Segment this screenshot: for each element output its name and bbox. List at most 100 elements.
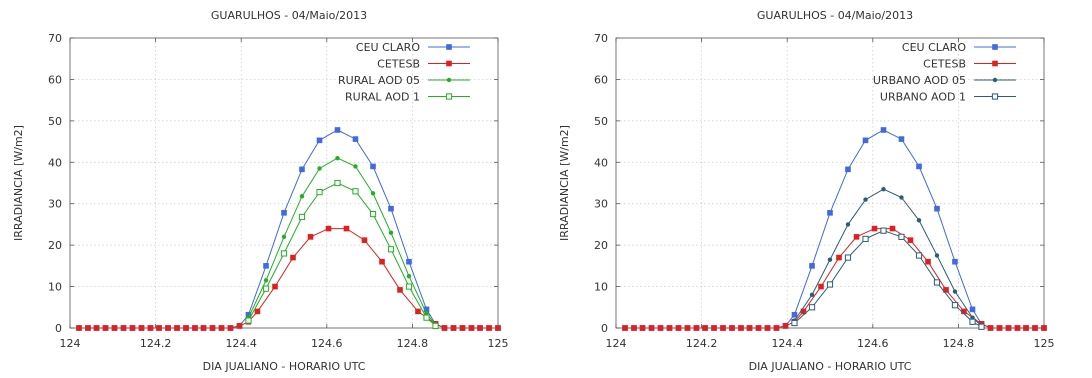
data-point [809,292,815,298]
data-point [844,254,852,261]
data-point [299,194,305,199]
data-point [441,325,448,331]
data-point [845,166,851,173]
data-point [978,323,985,330]
x-tick-label: 125 [488,337,509,350]
y-tick-label: 10 [48,281,62,294]
y-tick-label: 60 [48,73,62,86]
series-1 [76,225,501,331]
data-point [317,166,322,171]
data-point [738,325,744,331]
data-point [334,179,341,187]
chart-title: GUARULHOS - 04/Maio/2013 [211,9,367,22]
data-point [987,325,994,331]
x-tick-label: 124.6 [857,337,889,350]
data-point [764,325,771,331]
plot-frame [615,37,1045,329]
y-tick-label: 30 [48,198,62,211]
data-point [245,311,252,318]
data-point [369,210,377,218]
data-point [298,213,306,221]
x-tick-label: 124.8 [943,337,975,350]
data-point [881,187,886,192]
y-tick-label: 0 [55,322,62,335]
y-tick-label: 30 [594,198,608,211]
data-point [755,325,762,331]
data-point [245,317,252,324]
data-point [432,322,439,330]
data-point [1005,325,1012,331]
y-tick-label: 50 [48,115,62,128]
data-point [809,263,815,269]
data-point [916,163,922,170]
y-tick-label: 0 [601,322,608,335]
data-point [916,218,922,223]
data-point [405,283,413,290]
x-tick-label: 125 [1034,337,1055,350]
x-tick-label: 124.2 [140,337,172,350]
data-point [352,188,359,195]
data-point [85,325,91,331]
data-point [281,234,287,240]
data-point [343,225,350,232]
data-point [782,323,789,329]
data-point [299,166,305,173]
legend-marker [992,44,998,50]
data-point [898,233,905,240]
data-point [969,306,976,313]
data-point [889,225,896,232]
data-point [316,137,323,144]
legend-label: RURAL AOD 05 [338,74,420,87]
x-tick-label: 124.4 [225,337,257,350]
data-point [675,325,682,331]
data-point [156,325,162,331]
data-point [352,136,359,142]
series-0 [622,127,1047,331]
data-point [353,164,358,169]
legend-marker [991,93,999,100]
data-point [262,285,270,292]
y-tick-label: 70 [594,32,608,45]
data-point [263,263,269,269]
data-point [952,289,958,294]
data-point [925,258,931,265]
data-point [773,325,780,331]
data-point [281,210,287,216]
data-point [370,163,376,170]
y-tick-label: 60 [594,73,608,86]
data-point [129,325,136,331]
data-point [236,323,243,329]
data-point [165,325,171,331]
y-tick-label: 40 [48,156,62,169]
legend-marker [445,93,453,100]
data-point [370,191,376,196]
data-point [622,325,628,331]
data-point [711,325,717,331]
data-point [290,254,296,261]
data-point [863,197,868,202]
x-axis-label: DIA JUALIANO - HORARIO UTC [749,360,912,373]
data-point [943,287,949,293]
data-point [334,127,341,133]
data-point [969,318,976,325]
data-point [818,283,824,290]
data-point [102,325,109,331]
data-point [720,325,726,331]
x-tick-label: 124.4 [771,337,803,350]
series-3 [245,179,439,330]
data-point [388,205,394,212]
data-point [951,302,959,309]
data-point [218,325,225,331]
series-line [625,129,1044,329]
data-point [316,189,323,196]
data-point [486,325,492,331]
data-point [862,235,869,243]
data-point [657,325,664,331]
data-point [406,258,412,265]
data-point [827,210,833,216]
data-point [826,281,834,288]
data-point [853,234,860,240]
series-line [794,188,982,327]
data-point [200,325,207,331]
